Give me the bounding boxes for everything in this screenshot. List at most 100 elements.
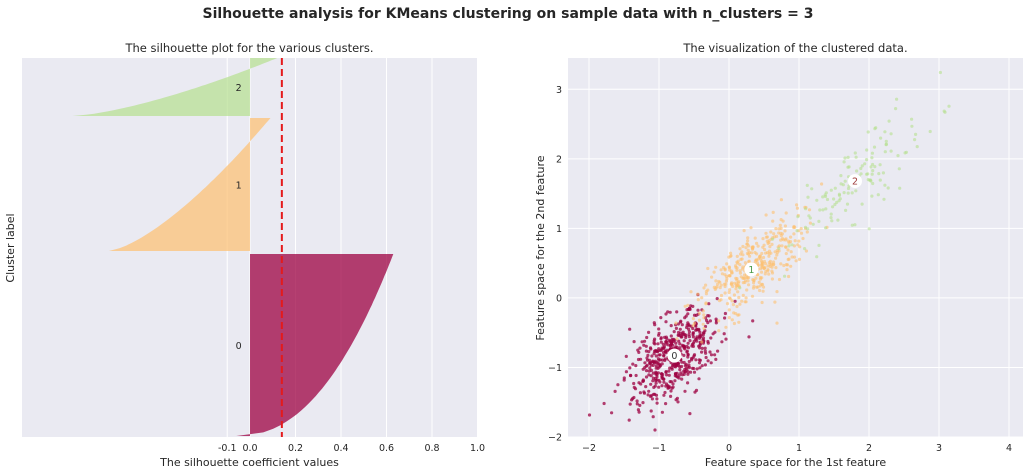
scatter-point-cluster-0 [695,367,699,371]
scatter-point-cluster-1 [704,283,708,287]
scatter-point-cluster-0 [678,342,682,346]
scatter-point-cluster-0 [706,359,710,363]
scatter-point-cluster-2 [869,179,873,183]
scatter-point-cluster-0 [713,353,717,357]
scatter-point-cluster-1 [683,304,687,308]
scatter-point-cluster-0 [636,408,641,412]
scatter-x-tick: 1 [796,443,802,454]
scatter-point-cluster-0 [680,360,684,364]
scatter-point-cluster-1 [780,244,784,248]
scatter-point-cluster-2 [738,286,742,290]
scatter-point-cluster-2 [896,154,900,158]
scatter-point-cluster-2 [870,156,874,160]
scatter-point-cluster-0 [688,307,692,311]
scatter-point-cluster-0 [682,344,686,348]
silhouette-bar-cluster-1 [108,118,271,251]
scatter-point-cluster-0 [685,308,689,312]
scatter-point-cluster-0 [658,380,662,384]
scatter-point-cluster-0 [696,308,700,312]
scatter-point-cluster-2 [895,97,899,101]
silhouette-x-tick: 0.2 [288,443,303,454]
scatter-point-cluster-1 [752,284,756,288]
scatter-point-cluster-0 [662,353,666,357]
scatter-point-cluster-1 [691,317,696,321]
scatter-point-cluster-1 [729,251,733,255]
scatter-point-cluster-0 [649,409,653,413]
scatter-point-cluster-1 [742,273,747,277]
scatter-point-cluster-1 [746,279,750,283]
scatter-point-cluster-1 [779,218,783,222]
scatter-point-cluster-0 [709,336,713,340]
cluster-scatter-plot: 0 1 2 −2 −1 0 1 2 3 4 −2 −1 0 1 2 3 The visualization… [534,41,1023,469]
scatter-point-cluster-2 [860,164,864,168]
scatter-point-cluster-1 [704,289,709,294]
scatter-point-cluster-1 [789,235,793,239]
scatter-point-cluster-2 [928,129,932,134]
scatter-point-cluster-0 [652,339,656,343]
silhouette-plot: 0 1 2 -0.1 0.0 0.2 0.4 0.6 0.8 1.0 The silhouett… [4,41,485,469]
scatter-point-cluster-1 [728,288,732,292]
scatter-point-cluster-0 [636,357,641,362]
scatter-point-cluster-1 [758,254,763,258]
scatter-point-cluster-2 [878,178,882,182]
scatter-point-cluster-1 [781,238,786,242]
scatter-point-cluster-1 [761,255,766,260]
scatter-point-cluster-2 [870,151,875,155]
scatter-point-cluster-1 [734,287,738,291]
scatter-plot-background [568,58,1023,437]
scatter-point-cluster-0 [645,335,649,340]
scatter-point-cluster-1 [790,255,794,259]
scatter-point-cluster-1 [749,226,753,230]
scatter-point-cluster-0 [634,373,638,378]
scatter-point-cluster-0 [654,393,659,397]
scatter-point-cluster-2 [865,148,869,152]
scatter-point-cluster-1 [735,278,739,282]
scatter-point-cluster-0 [720,340,724,344]
scatter-point-cluster-0 [702,331,706,335]
scatter-point-cluster-1 [742,276,746,280]
scatter-point-cluster-2 [878,163,882,167]
scatter-point-cluster-0 [634,364,638,368]
scatter-point-cluster-1 [730,299,734,303]
scatter-point-cluster-2 [913,138,917,142]
scatter-point-cluster-1 [746,236,750,240]
scatter-point-cluster-1 [717,299,722,303]
scatter-point-cluster-1 [779,238,783,242]
scatter-point-cluster-0 [659,316,663,320]
scatter-point-cluster-0 [652,392,656,396]
scatter-point-cluster-0 [655,401,659,405]
scatter-point-cluster-0 [647,350,651,354]
scatter-point-cluster-2 [883,130,887,134]
scatter-point-cluster-2 [824,226,828,230]
scatter-y-axis-label: Feature space for the 2nd feature [534,155,547,340]
scatter-point-cluster-0 [667,369,671,373]
scatter-point-cluster-0 [664,370,668,374]
scatter-point-cluster-0 [715,297,719,301]
scatter-point-cluster-0 [686,372,690,376]
scatter-point-cluster-0 [629,373,633,377]
scatter-point-cluster-1 [744,246,748,250]
scatter-point-cluster-0 [643,366,647,370]
scatter-x-tick: 3 [936,443,942,454]
scatter-point-cluster-1 [774,227,778,231]
scatter-point-cluster-0 [680,377,684,381]
scatter-point-cluster-0 [654,354,658,358]
scatter-point-cluster-1 [737,295,741,300]
scatter-point-cluster-0 [644,344,648,348]
scatter-point-cluster-1 [775,290,779,294]
scatter-point-cluster-1 [735,268,739,272]
scatter-point-cluster-1 [754,258,758,262]
scatter-point-cluster-0 [663,390,667,395]
scatter-y-tick: −1 [548,363,562,374]
silhouette-x-tick: 0.0 [242,443,257,454]
scatter-point-cluster-1 [735,283,740,287]
scatter-point-cluster-1 [757,280,761,284]
scatter-point-cluster-0 [674,326,679,330]
scatter-point-cluster-1 [774,256,778,260]
scatter-point-cluster-1 [797,239,801,243]
scatter-point-cluster-0 [643,339,647,343]
scatter-point-cluster-0 [656,357,661,361]
scatter-point-cluster-0 [703,349,707,353]
scatter-point-cluster-1 [739,252,743,256]
scatter-point-cluster-0 [673,364,677,368]
